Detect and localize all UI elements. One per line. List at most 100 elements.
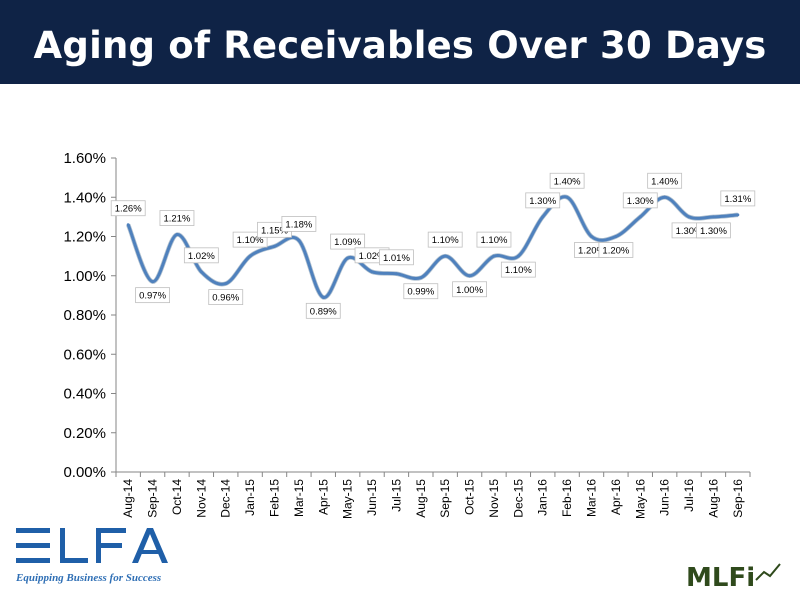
x-tick-label: Oct-14	[170, 479, 184, 515]
data-label: 1.02%	[359, 251, 386, 262]
data-label: 1.01%	[383, 253, 410, 264]
data-label: 0.89%	[310, 306, 337, 317]
data-label-box	[549, 172, 585, 189]
data-point	[614, 235, 618, 238]
data-point	[370, 270, 374, 274]
data-point	[224, 282, 228, 286]
y-tick-label: 0.20%	[63, 425, 106, 442]
x-tick-label: Apr-15	[316, 479, 330, 515]
data-point	[663, 195, 667, 199]
data-label: 1.10%	[237, 235, 264, 246]
x-tick-label: Nov-15	[487, 479, 501, 518]
slide-title: Aging of Receivables Over 30 Days	[33, 24, 767, 67]
data-label-box	[622, 192, 658, 209]
x-tick-label: Sep-14	[146, 479, 160, 518]
x-tick-label: Jul-16	[682, 479, 696, 512]
data-label: 1.10%	[432, 235, 459, 246]
data-label: 1.40%	[651, 176, 678, 187]
data-label: 1.30%	[676, 226, 703, 237]
x-tick-label: Aug-15	[414, 479, 428, 518]
elfa-logo	[16, 528, 168, 563]
y-tick-label: 1.40%	[63, 189, 106, 206]
data-label: 1.30%	[529, 196, 556, 207]
data-point	[151, 280, 155, 284]
y-tick-label: 1.60%	[63, 150, 106, 167]
data-label-box	[330, 233, 366, 250]
data-label: 1.40%	[554, 176, 581, 187]
data-label-box	[208, 289, 244, 306]
data-point	[419, 276, 423, 280]
data-point	[638, 215, 642, 219]
data-point	[687, 215, 691, 219]
data-label-box	[500, 261, 536, 278]
data-label-box	[452, 281, 487, 298]
data-point	[492, 254, 496, 258]
x-tick-label: Dec-14	[219, 479, 233, 518]
data-point	[126, 223, 130, 227]
data-label-box	[476, 231, 512, 248]
x-tick-label: Jan-15	[243, 479, 257, 516]
data-label-box	[720, 190, 756, 207]
y-tick-label: 0.80%	[63, 307, 106, 324]
mlfi-logo: MLFi	[686, 563, 781, 590]
x-tick-label: May-15	[341, 479, 355, 519]
data-label-box	[135, 287, 170, 304]
x-tick-label: Jun-16	[658, 479, 672, 516]
data-label-box	[110, 200, 146, 217]
data-point	[321, 295, 325, 299]
data-label: 1.10%	[480, 235, 507, 246]
x-tick-label: Feb-15	[268, 479, 282, 517]
data-label: 1.20%	[602, 246, 629, 257]
data-label: 1.15%	[261, 225, 288, 236]
x-tick-label: Aug-16	[706, 479, 720, 518]
data-label: 1.02%	[188, 251, 215, 262]
data-point	[248, 254, 252, 258]
x-tick-label: Jan-16	[536, 479, 550, 516]
data-point	[541, 215, 545, 219]
svg-text:MLFi: MLFi	[686, 563, 755, 590]
x-tick-label: Sep-16	[731, 479, 745, 518]
data-point	[565, 195, 569, 199]
y-tick-label: 1.00%	[63, 268, 106, 285]
x-tick-label: Apr-16	[609, 479, 623, 515]
x-tick-label: Jun-15	[365, 479, 379, 516]
data-label-box	[379, 249, 414, 266]
x-tick-label: Sep-15	[438, 479, 452, 518]
data-label-box	[281, 216, 317, 232]
data-label: 1.20%	[578, 246, 605, 257]
data-point	[590, 235, 593, 238]
y-tick-label: 0.00%	[63, 464, 106, 481]
data-label-box	[183, 247, 219, 264]
x-tick-label: Oct-15	[463, 479, 477, 515]
data-label: 1.30%	[627, 196, 654, 207]
data-label-box	[696, 222, 731, 239]
data-point	[468, 274, 472, 278]
data-point	[516, 254, 520, 258]
data-point	[175, 233, 179, 237]
title-bar: Aging of Receivables Over 30 Days	[0, 0, 800, 84]
data-label-box	[427, 231, 463, 248]
x-tick-label: Aug-14	[121, 479, 135, 518]
data-label: 1.09%	[334, 237, 361, 248]
data-label: 1.26%	[115, 204, 142, 215]
data-point	[199, 270, 203, 274]
data-label: 0.96%	[212, 293, 239, 304]
data-label: 0.99%	[407, 287, 434, 298]
data-point	[346, 256, 350, 260]
data-label-box	[525, 192, 561, 209]
x-tick-label: Mar-16	[585, 479, 599, 517]
data-point	[297, 238, 301, 242]
x-tick-label: Jul-15	[389, 479, 403, 512]
data-label-box	[598, 242, 634, 258]
y-tick-label: 0.60%	[63, 346, 106, 363]
data-label: 1.21%	[163, 214, 190, 225]
data-point	[711, 215, 715, 219]
data-label: 1.31%	[724, 194, 751, 205]
data-label: 0.97%	[139, 291, 166, 302]
data-label: 1.18%	[285, 219, 312, 230]
x-tick-label: Mar-15	[292, 479, 306, 517]
y-tick-label: 1.20%	[63, 229, 106, 246]
x-tick-label: May-16	[633, 479, 647, 519]
data-label-box	[159, 210, 195, 226]
